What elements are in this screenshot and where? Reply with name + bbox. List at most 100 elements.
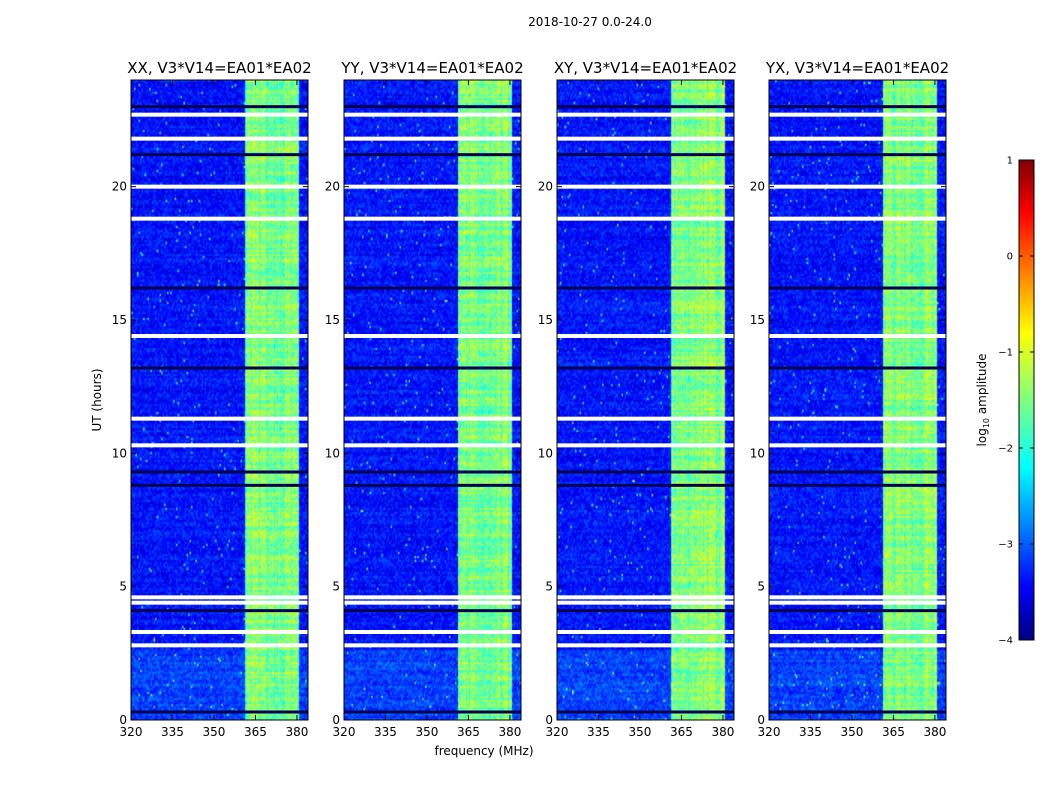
flagged-row-9: [769, 184, 946, 189]
dark-row-5: [131, 366, 308, 370]
flagged-row-10: [344, 136, 521, 141]
y-tick-label: 15: [112, 313, 127, 327]
flagged-row-8: [344, 216, 521, 221]
flagged-row-5: [131, 443, 308, 448]
plot-frame: [768, 79, 947, 721]
flagged-row-5: [344, 443, 521, 448]
x-tick-label: 380: [923, 725, 946, 739]
flagged-row-4: [769, 595, 946, 600]
y-tick-label: 0: [119, 713, 127, 727]
flagged-row-4: [557, 595, 734, 600]
dark-row-8: [769, 105, 946, 109]
dark-row-6: [344, 286, 521, 290]
dark-row-4: [769, 470, 946, 474]
x-tick-label: 350: [416, 725, 439, 739]
y-tick-label: 20: [325, 180, 340, 194]
flagged-row-10: [557, 136, 734, 141]
colorbar-ticks: 1 0 −1 −2 −3 −4: [998, 156, 1034, 647]
colorbar-tick-label: −2: [998, 444, 1013, 455]
x-tick-label: 320: [758, 725, 781, 739]
y-tick-label: 5: [332, 580, 340, 594]
dark-row-8: [344, 105, 521, 109]
flagged-row-4: [131, 595, 308, 600]
flagged-row-2: [131, 630, 308, 634]
panel-3: XY, V3*V14=EA01*EA02 320 335 350 365 380 0 5 10 1…: [538, 59, 737, 739]
flagged-row-6: [131, 416, 308, 421]
x-tick-label: 320: [333, 725, 356, 739]
heatmap-image-3: [557, 80, 734, 720]
dark-row-1: [769, 710, 946, 714]
flagged-row-9: [344, 184, 521, 189]
dark-row-4: [557, 470, 734, 474]
x-tick-label: 320: [120, 725, 143, 739]
plot-frame: [343, 79, 522, 721]
flagged-row-2: [769, 630, 946, 634]
y-tick-label: 15: [750, 313, 765, 327]
dark-row-4: [131, 470, 308, 474]
y-axis-label: UT (hours): [90, 368, 104, 431]
dark-row-5: [769, 366, 946, 370]
flagged-row-11: [557, 112, 734, 117]
flagged-row-2: [344, 630, 521, 634]
plot-frame: [556, 79, 735, 721]
dark-row-5: [344, 366, 521, 370]
flagged-row-7: [344, 334, 521, 338]
x-tick-label: 350: [841, 725, 864, 739]
colorbar-label-base: log: [975, 428, 989, 446]
dark-row-7: [769, 153, 946, 157]
y-tick-label: 20: [112, 180, 127, 194]
y-tick-label: 0: [545, 713, 553, 727]
dark-row-1: [131, 710, 308, 714]
x-tick-label: 365: [457, 725, 480, 739]
flagged-row-9: [557, 184, 734, 189]
flagged-row-4: [344, 595, 521, 600]
dark-row-7: [131, 153, 308, 157]
dark-row-1: [557, 710, 734, 714]
flagged-row-8: [131, 216, 308, 221]
colorbar: 10−1−2−3−4 log10 amplitude: [975, 156, 1035, 647]
dark-row-2: [557, 609, 734, 613]
y-tick-label: 5: [545, 580, 553, 594]
x-tick-label: 350: [629, 725, 652, 739]
flagged-row-3: [131, 600, 308, 605]
y-tick-label: 10: [112, 446, 127, 460]
x-tick-label: 365: [244, 725, 267, 739]
panels: XX, V3*V14=EA01*EA02 320 335 350 365 380 0 5 10 1…: [112, 59, 949, 739]
x-tick-label: 335: [587, 725, 610, 739]
dark-row-3: [344, 483, 521, 487]
flagged-row-3: [557, 600, 734, 605]
x-tick-label: 380: [498, 725, 521, 739]
panel-title: YX, V3*V14=EA01*EA02: [765, 59, 949, 77]
x-tick-label: 350: [203, 725, 226, 739]
flagged-row-11: [769, 112, 946, 117]
flagged-row-1: [131, 643, 308, 648]
flagged-row-7: [769, 334, 946, 338]
x-tick-label: 320: [546, 725, 569, 739]
flagged-row-6: [344, 416, 521, 421]
panel-2: YY, V3*V14=EA01*EA02 320 335 350 365 380 0 5 10 1…: [325, 59, 524, 739]
colorbar-gradient: [1018, 159, 1035, 641]
y-tick-label: 10: [538, 446, 553, 460]
flagged-row-11: [131, 112, 308, 117]
x-tick-label: 365: [882, 725, 905, 739]
y-tick-label: 0: [757, 713, 765, 727]
dark-row-6: [131, 286, 308, 290]
plot-frame: [130, 79, 309, 721]
colorbar-tick-label: −3: [998, 540, 1013, 551]
flagged-row-9: [131, 184, 308, 189]
colorbar-tick-label: 0: [1007, 252, 1013, 263]
colorbar-label-sub: 10: [982, 418, 991, 428]
panel-title: XY, V3*V14=EA01*EA02: [554, 59, 737, 77]
x-tick-label: 335: [374, 725, 397, 739]
y-tick-label: 0: [332, 713, 340, 727]
heatmap-image-4: [769, 80, 946, 720]
figure-title: 2018-10-27 0.0-24.0: [528, 15, 652, 29]
flagged-row-8: [769, 216, 946, 221]
x-tick-label: 335: [161, 725, 184, 739]
panel-4: YX, V3*V14=EA01*EA02 320 335 350 365 380 0 5 10 1…: [750, 59, 949, 739]
y-tick-label: 10: [750, 446, 765, 460]
x-tick-label: 365: [670, 725, 693, 739]
dark-row-7: [557, 153, 734, 157]
colorbar-tick-label: 1: [1007, 156, 1013, 167]
